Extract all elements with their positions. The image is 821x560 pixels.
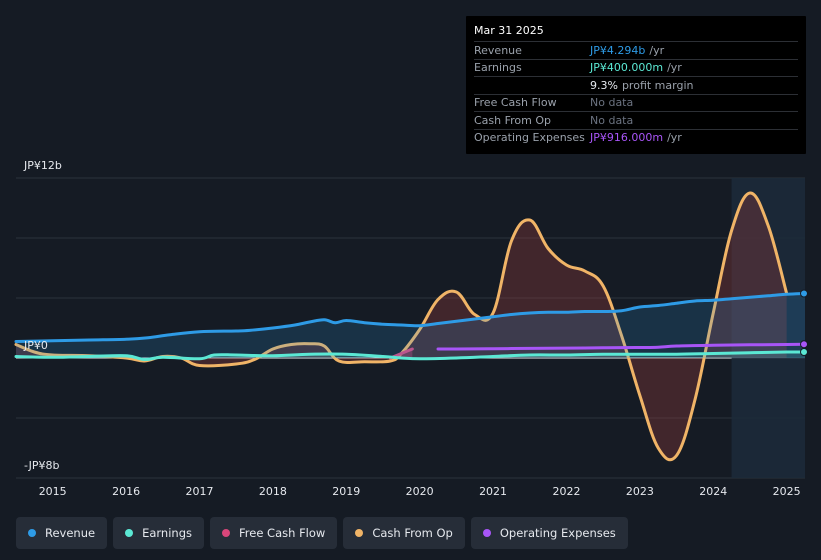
- legend-dot-icon: [125, 529, 134, 537]
- y-axis-top-label: JP¥12b: [24, 159, 62, 172]
- tooltip-row: Free Cash Flow No data: [474, 93, 798, 112]
- legend-dot-icon: [222, 529, 230, 537]
- legend-item-cash-from-op[interactable]: Cash From Op: [343, 517, 465, 549]
- x-tick-label: 2024: [699, 485, 727, 498]
- tooltip-row: Earnings JP¥400.000m/yr: [474, 58, 798, 77]
- operating-expenses-end-marker: [800, 340, 808, 349]
- y-axis-bottom-label: -JP¥8b: [24, 459, 60, 472]
- earnings-area: [16, 351, 805, 360]
- legend-dot-icon: [482, 529, 491, 537]
- chart-legend: Revenue Earnings Free Cash Flow Cash From O…: [16, 517, 628, 549]
- x-tick-label: 2017: [185, 485, 213, 498]
- tooltip-row-value: JP¥4.294b: [590, 43, 646, 57]
- tooltip-row: Cash From Op No data: [474, 111, 798, 129]
- earnings-end-marker: [800, 348, 808, 356]
- x-tick-label: 2015: [39, 485, 67, 498]
- tooltip-row-label: Revenue: [474, 43, 522, 57]
- tooltip-row-label: Cash From Op: [474, 113, 552, 127]
- tooltip-row: Revenue JP¥4.294b/yr: [474, 41, 798, 59]
- revenue-end-marker: [800, 289, 808, 298]
- tooltip-date: Mar 31 2025: [474, 24, 544, 37]
- tooltip-row-label: Earnings: [474, 61, 522, 75]
- tooltip-row-value: JP¥916.000m: [590, 131, 664, 145]
- y-axis-zero-label: JP¥0: [24, 339, 48, 352]
- legend-item-earnings[interactable]: Earnings: [113, 517, 204, 549]
- operating-expenses-line: [436, 342, 807, 351]
- tooltip-row-value: No data: [590, 113, 634, 127]
- legend-label: Free Cash Flow: [239, 526, 326, 540]
- series-end-markers: [800, 289, 808, 356]
- legend-label: Earnings: [142, 526, 192, 540]
- data-tooltip: Mar 31 2025 Revenue JP¥4.294b/yr Earnings J…: [466, 16, 806, 154]
- x-tick-label: 2022: [552, 485, 580, 498]
- series-layer: [14, 191, 807, 462]
- legend-item-revenue[interactable]: Revenue: [16, 517, 108, 549]
- earnings-line: [14, 350, 807, 362]
- tooltip-row-unit: /yr: [649, 43, 665, 57]
- legend-label: Operating Expenses: [499, 526, 616, 540]
- x-tick-label: 2025: [773, 485, 801, 498]
- legend-label: Cash From Op: [372, 526, 453, 540]
- tooltip-row-unit: profit margin: [621, 78, 694, 92]
- tooltip-row-value: No data: [590, 96, 634, 110]
- tooltip-row-value: JP¥400.000m: [590, 61, 664, 75]
- legend-label: Revenue: [45, 526, 96, 540]
- legend-dot-icon: [355, 529, 364, 537]
- tooltip-row-unit: /yr: [667, 61, 682, 75]
- tooltip-row: 9.3% profit margin: [474, 76, 798, 94]
- tooltip-row: Operating Expenses JP¥916.000m/yr: [474, 128, 798, 147]
- legend-item-operating-expenses[interactable]: Operating Expenses: [470, 517, 628, 549]
- legend-item-free-cash-flow[interactable]: Free Cash Flow: [210, 517, 338, 549]
- tooltip-row-label: Operating Expenses: [474, 131, 585, 145]
- x-tick-label: 2016: [112, 485, 140, 498]
- tooltip-row-label: Free Cash Flow: [474, 96, 557, 110]
- legend-dot-icon: [28, 529, 36, 537]
- x-axis-ticks: 2015 2016 2017 2018 2019 2020 2021 2022 2023 2024…: [39, 485, 801, 498]
- x-tick-label: 2023: [626, 485, 654, 498]
- x-tick-label: 2021: [479, 485, 507, 498]
- tooltip-row-unit: /yr: [667, 131, 682, 145]
- tooltip-row-value: 9.3%: [590, 78, 618, 92]
- x-tick-label: 2018: [259, 485, 287, 498]
- revenue-line: [14, 292, 807, 343]
- x-tick-label: 2020: [406, 485, 434, 498]
- x-tick-label: 2019: [332, 485, 360, 498]
